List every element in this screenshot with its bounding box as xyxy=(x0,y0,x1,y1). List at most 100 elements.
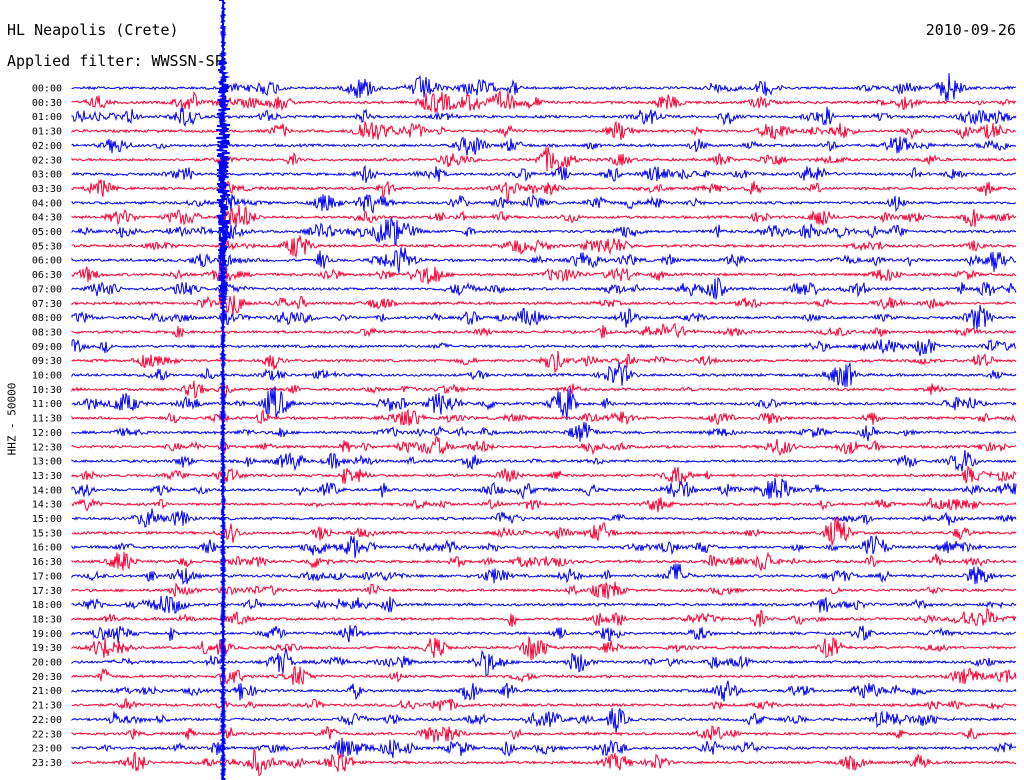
trace-line xyxy=(71,563,1017,585)
trace-line xyxy=(71,708,1017,734)
trace-line xyxy=(71,497,1017,513)
trace-line xyxy=(71,725,1017,743)
row-time-label: 07:00 xyxy=(32,284,62,295)
trace-line xyxy=(71,436,1017,457)
row-time-label: 02:30 xyxy=(32,155,62,166)
trace-line xyxy=(71,665,1017,686)
row-time-label: 13:00 xyxy=(32,457,62,468)
trace-line xyxy=(71,322,1017,339)
row-time-label: 04:30 xyxy=(32,213,62,224)
row-time-label: 15:00 xyxy=(32,514,62,525)
trace-line xyxy=(71,73,1017,102)
row-time-label: 02:00 xyxy=(32,141,62,152)
trace-line xyxy=(71,235,1017,259)
row-time-label: 19:00 xyxy=(32,629,62,640)
row-time-label: 22:00 xyxy=(32,715,62,726)
trace-line xyxy=(71,362,1017,388)
row-time-label: 11:30 xyxy=(32,414,62,425)
trace-line xyxy=(71,607,1017,628)
trace-line xyxy=(71,648,1017,676)
trace-line xyxy=(71,204,1017,228)
trace-line xyxy=(71,338,1017,357)
row-time-label: 11:00 xyxy=(32,399,62,410)
row-time-label: 16:00 xyxy=(32,543,62,554)
row-time-label: 23:00 xyxy=(32,744,62,755)
record-date: 2010-09-26 xyxy=(925,21,1016,39)
row-time-label: 12:00 xyxy=(32,428,62,439)
row-time-label: 15:30 xyxy=(32,528,62,539)
trace-line xyxy=(71,408,1017,426)
trace-line xyxy=(71,625,1017,643)
trace-line xyxy=(71,261,1017,285)
trace-line xyxy=(71,164,1017,183)
trace-line xyxy=(71,595,1017,614)
trace-line xyxy=(71,247,1017,273)
row-time-label: 06:30 xyxy=(32,270,62,281)
row-time-label: 20:30 xyxy=(32,672,62,683)
trace-line xyxy=(71,89,1017,113)
row-time-label: 18:30 xyxy=(32,614,62,625)
trace-line xyxy=(71,386,1017,421)
row-time-label: 08:00 xyxy=(32,313,62,324)
trace-line xyxy=(71,277,1017,300)
major-event-trace xyxy=(216,0,231,780)
trace-line xyxy=(71,737,1017,759)
row-time-label: 00:30 xyxy=(32,98,62,109)
trace-line xyxy=(71,350,1017,373)
row-time-label: 01:00 xyxy=(32,112,62,123)
row-time-label: 20:00 xyxy=(32,658,62,669)
trace-line xyxy=(71,217,1017,246)
row-time-label: 23:30 xyxy=(32,758,62,769)
row-time-label: 08:30 xyxy=(32,327,62,338)
trace-line xyxy=(71,748,1017,777)
trace-line xyxy=(71,106,1017,128)
trace-line xyxy=(71,477,1017,500)
trace-line xyxy=(71,120,1017,141)
trace-line xyxy=(71,146,1017,172)
row-time-label: 21:00 xyxy=(32,686,62,697)
trace-line xyxy=(71,449,1017,472)
station-title: HL Neapolis (Crete) xyxy=(7,21,179,39)
row-time-label: 01:30 xyxy=(32,127,62,138)
row-time-label: 07:30 xyxy=(32,299,62,310)
row-time-label: 04:00 xyxy=(32,198,62,209)
trace-line xyxy=(71,136,1017,156)
row-time-label: 09:00 xyxy=(32,342,62,353)
trace-line xyxy=(71,178,1017,204)
row-time-label: 18:00 xyxy=(32,600,62,611)
row-time-label: 21:30 xyxy=(32,701,62,712)
row-time-label: 16:30 xyxy=(32,557,62,568)
row-time-label: 05:00 xyxy=(32,227,62,238)
row-time-label: 13:30 xyxy=(32,471,62,482)
row-time-label: 17:00 xyxy=(32,571,62,582)
row-time-label: 09:30 xyxy=(32,356,62,367)
row-time-label: 00:00 xyxy=(32,84,62,95)
trace-line xyxy=(71,465,1017,487)
trace-line xyxy=(71,636,1017,661)
row-time-label: 03:30 xyxy=(32,184,62,195)
row-time-label: 12:30 xyxy=(32,442,62,453)
row-time-label: 14:30 xyxy=(32,500,62,511)
row-time-label: 22:30 xyxy=(32,729,62,740)
row-time-label: 17:30 xyxy=(32,586,62,597)
row-time-label: 10:30 xyxy=(32,385,62,396)
trace-line xyxy=(71,304,1016,330)
trace-line xyxy=(71,581,1017,600)
row-time-label: 19:30 xyxy=(32,643,62,654)
trace-line xyxy=(71,680,1017,702)
trace-line xyxy=(71,292,1017,316)
trace-line xyxy=(71,421,1017,442)
trace-line xyxy=(71,380,1017,399)
trace-line xyxy=(72,508,1017,528)
row-time-label: 14:00 xyxy=(32,485,62,496)
row-time-label: 06:00 xyxy=(32,256,62,267)
trace-line xyxy=(71,194,1016,214)
trace-line xyxy=(71,516,1017,546)
row-time-label: 03:00 xyxy=(32,170,62,181)
trace-line xyxy=(71,535,1017,559)
filter-label: Applied filter: WWSSN-SP xyxy=(7,52,224,70)
row-time-label: 05:30 xyxy=(32,241,62,252)
trace-line xyxy=(71,551,1017,573)
row-time-label: 10:00 xyxy=(32,371,62,382)
